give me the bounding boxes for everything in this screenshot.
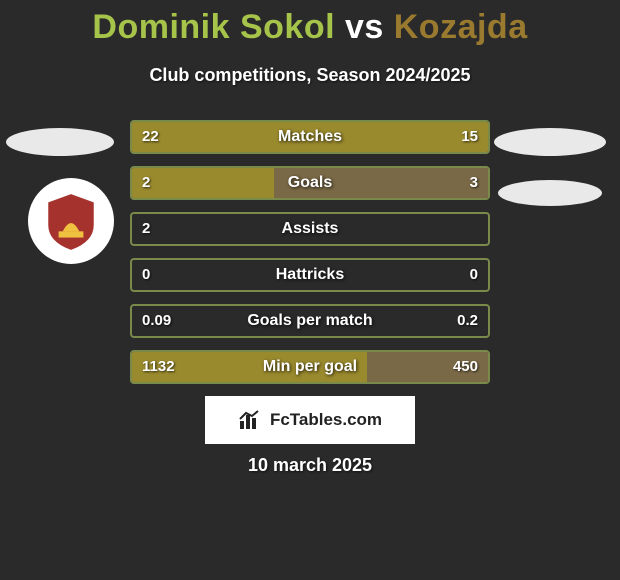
left-side-col bbox=[0, 110, 120, 400]
subtitle: Club competitions, Season 2024/2025 bbox=[0, 65, 620, 86]
metric-label: Assists bbox=[132, 214, 488, 244]
metric-label: Goals bbox=[132, 168, 488, 198]
metric-row: 2Assists bbox=[130, 212, 490, 246]
page-title: Dominik Sokol vs Kozajda bbox=[0, 0, 620, 47]
brand-text: FcTables.com bbox=[270, 410, 382, 430]
right-side-col bbox=[500, 110, 620, 400]
metric-row: 0.090.2Goals per match bbox=[130, 304, 490, 338]
metric-label: Matches bbox=[132, 122, 488, 152]
metrics-column: 2215Matches 23Goals 2Assists 00Hattricks 0.0… bbox=[120, 110, 500, 400]
date-label: 10 march 2025 bbox=[0, 455, 620, 476]
title-player2: Kozajda bbox=[394, 8, 528, 46]
comparison-infographic: Dominik Sokol vs Kozajda Club competitio… bbox=[0, 0, 620, 580]
title-player1: Dominik Sokol bbox=[92, 8, 335, 46]
metric-row: 23Goals bbox=[130, 166, 490, 200]
brand-badge[interactable]: FcTables.com bbox=[205, 396, 415, 444]
metric-label: Min per goal bbox=[132, 352, 488, 382]
metric-label: Hattricks bbox=[132, 260, 488, 290]
metric-row: 1132450Min per goal bbox=[130, 350, 490, 384]
metric-label: Goals per match bbox=[132, 306, 488, 336]
brand-chart-icon bbox=[238, 409, 264, 431]
metric-row: 2215Matches bbox=[130, 120, 490, 154]
title-vs: vs bbox=[345, 8, 394, 46]
comparison-table: 2215Matches 23Goals 2Assists 00Hattricks 0.0… bbox=[0, 110, 620, 400]
metric-row: 00Hattricks bbox=[130, 258, 490, 292]
